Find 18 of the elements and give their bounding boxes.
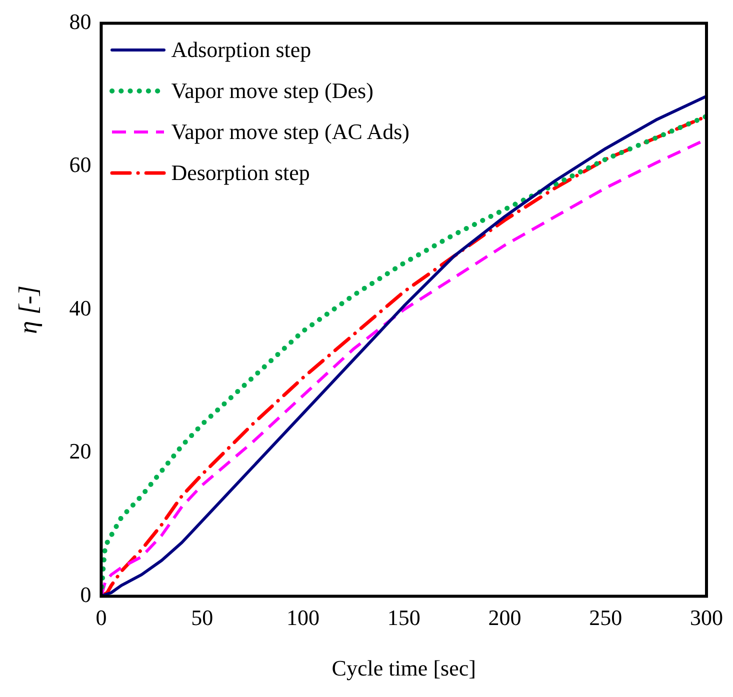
legend-label: Vapor move step (Des) [171, 78, 374, 104]
y-tick-label: 80 [69, 8, 92, 34]
x-tick-label: 200 [488, 605, 522, 630]
y-tick-label: 40 [69, 295, 92, 320]
x-tick-label: 50 [191, 605, 214, 630]
legend-label: Desorption step [171, 160, 310, 186]
x-tick-label: 300 [690, 605, 723, 630]
x-tick-label: 150 [387, 605, 420, 630]
x-tick-label: 100 [286, 605, 320, 630]
legend-label: Vapor move step (AC Ads) [171, 118, 410, 145]
x-tick-label: 0 [96, 605, 107, 630]
y-tick-label: 20 [69, 438, 92, 464]
x-axis-title: Cycle time [sec] [332, 656, 476, 681]
y-tick-label: 60 [69, 152, 92, 178]
x-tick-label: 250 [589, 605, 622, 630]
legend-label: Adsorption step [171, 36, 312, 63]
y-tick-label: 0 [80, 582, 92, 607]
y-axis-title: η [-] [13, 286, 42, 334]
